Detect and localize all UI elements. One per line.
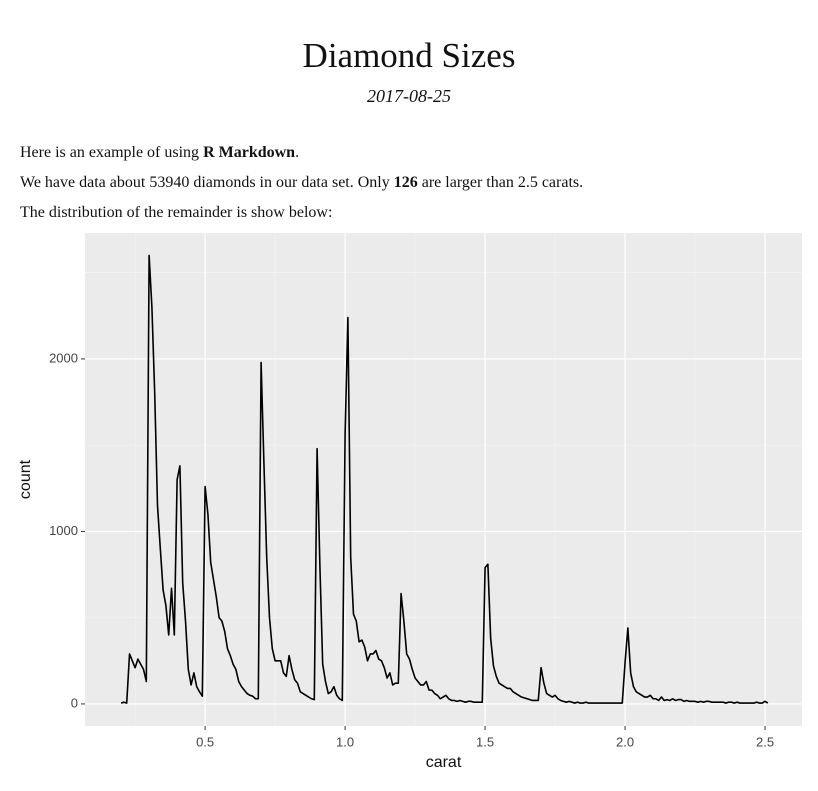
- paragraph: The distribution of the remainder is sho…: [20, 204, 332, 222]
- text-run: are larger than 2.5 carats.: [417, 174, 584, 191]
- doc-date: 2017-08-25: [367, 86, 451, 106]
- plot-panel: [85, 233, 802, 726]
- doc-title: Diamond Sizes: [302, 36, 516, 75]
- chart: 0.5 1.0 1.5 2.0 2.5 0 1000 2000 carat count: [17, 233, 802, 771]
- x-tick-label: 2.0: [616, 734, 634, 749]
- data-line: [120, 254, 769, 704]
- x-tick-label: 0.5: [196, 734, 214, 749]
- y-tick-label: 2000: [49, 350, 78, 365]
- y-axis-label: count: [17, 459, 34, 499]
- x-tick-label: 1.0: [336, 734, 354, 749]
- x-tick-label: 1.5: [476, 734, 494, 749]
- text-run: The distribution of the remainder is sho…: [20, 204, 333, 221]
- paragraph: We have data about 53940 diamonds in our…: [20, 174, 583, 192]
- text-run: Here is an example of using: [20, 144, 204, 161]
- paragraph: Here is an example of using R Markdown.: [20, 144, 299, 162]
- x-tick-label: 2.5: [756, 734, 774, 749]
- text-run: .: [295, 144, 300, 161]
- y-tick-label: 1000: [49, 523, 78, 538]
- y-tick-label: 0: [71, 695, 78, 710]
- bold-text: R Markdown: [203, 144, 296, 161]
- text-run: We have data about 53940 diamonds in our…: [20, 174, 394, 191]
- x-axis-label: carat: [426, 754, 462, 771]
- bold-text: 126: [393, 174, 418, 191]
